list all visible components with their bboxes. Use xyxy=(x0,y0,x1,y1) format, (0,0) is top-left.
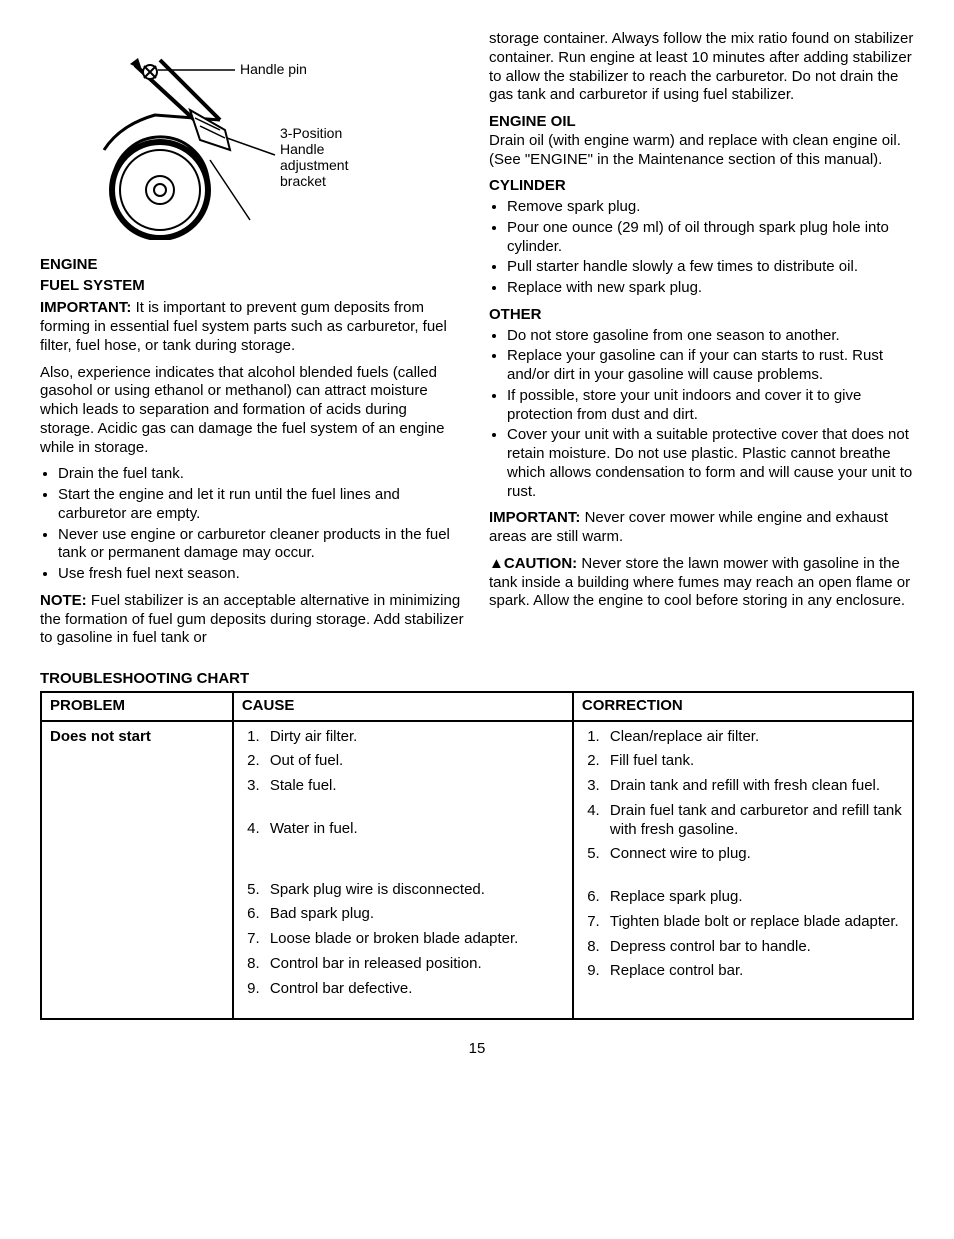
engine-oil-text: Drain oil (with engine warm) and replace… xyxy=(489,132,914,170)
correction-item: Replace control bar. xyxy=(604,962,904,981)
problem-cell: Does not start xyxy=(41,721,233,1020)
troubleshooting-table: PROBLEM CAUSE CORRECTION Does not start … xyxy=(40,691,914,1021)
other-bullet: Do not store gasoline from one season to… xyxy=(507,327,914,346)
cause-item: Loose blade or broken blade adapter. xyxy=(264,930,564,949)
cause-item: Bad spark plug. xyxy=(264,905,564,924)
cylinder-bullet-list: Remove spark plug. Pour one ounce (29 ml… xyxy=(489,198,914,298)
other-heading: OTHER xyxy=(489,306,914,325)
cause-item: Control bar in released position. xyxy=(264,955,564,974)
col-header-problem: PROBLEM xyxy=(41,692,233,721)
cause-item: Water in fuel. xyxy=(264,820,564,839)
table-row: Does not start Dirty air filter. Out of … xyxy=(41,721,913,1020)
other-bullet: Replace your gasoline can if your can st… xyxy=(507,347,914,385)
cause-item: Out of fuel. xyxy=(264,752,564,771)
correction-item: Depress control bar to handle. xyxy=(604,938,904,957)
important-label: IMPORTANT: xyxy=(40,299,131,316)
correction-item: Connect wire to plug. xyxy=(604,845,904,864)
fuel-bullet: Never use engine or carburetor cleaner p… xyxy=(58,526,465,564)
troubleshooting-chart-title: TROUBLESHOOTING CHART xyxy=(40,670,914,689)
fuel-bullet: Start the engine and let it run until th… xyxy=(58,486,465,524)
handle-diagram: Handle pin 3-Position Handle adjustment … xyxy=(80,30,465,246)
important-paragraph: IMPORTANT: It is important to prevent gu… xyxy=(40,299,465,355)
note-text: Fuel stabilizer is an acceptable alterna… xyxy=(40,592,464,647)
other-bullet-list: Do not store gasoline from one season to… xyxy=(489,327,914,502)
diagram-label-bracket-2: Handle xyxy=(280,141,325,157)
correction-item: Fill fuel tank. xyxy=(604,752,904,771)
correction-cell: Clean/replace air filter. Fill fuel tank… xyxy=(573,721,913,1020)
caution-label: CAUTION: xyxy=(504,555,577,572)
warning-triangle-icon: ▲ xyxy=(489,555,504,572)
fuel-system-heading: FUEL SYSTEM xyxy=(40,277,465,296)
diagram-label-bracket-3: adjustment xyxy=(280,157,349,173)
correction-item: Drain tank and refill with fresh clean f… xyxy=(604,777,904,796)
problem-text: Does not start xyxy=(50,728,151,745)
diagram-label-bracket-1: 3-Position xyxy=(280,125,342,141)
two-column-layout: Handle pin 3-Position Handle adjustment … xyxy=(40,30,914,656)
cylinder-bullet: Pull starter handle slowly a few times t… xyxy=(507,258,914,277)
note-paragraph: NOTE: Fuel stabilizer is an acceptable a… xyxy=(40,592,465,648)
left-column: Handle pin 3-Position Handle adjustment … xyxy=(40,30,465,656)
page-number: 15 xyxy=(40,1040,914,1059)
cause-item: Dirty air filter. xyxy=(264,728,564,747)
cylinder-bullet: Remove spark plug. xyxy=(507,198,914,217)
mower-wheel-diagram-icon: Handle pin 3-Position Handle adjustment … xyxy=(80,30,400,240)
important2-paragraph: IMPORTANT: Never cover mower while engin… xyxy=(489,509,914,547)
fuel-bullet: Drain the fuel tank. xyxy=(58,465,465,484)
fuel-paragraph-2: Also, experience indicates that alcohol … xyxy=(40,364,465,458)
cylinder-heading: CYLINDER xyxy=(489,177,914,196)
engine-oil-heading: ENGINE OIL xyxy=(489,113,914,132)
cylinder-bullet: Replace with new spark plug. xyxy=(507,279,914,298)
cause-item: Spark plug wire is disconnected. xyxy=(264,881,564,900)
cylinder-bullet: Pour one ounce (29 ml) of oil through sp… xyxy=(507,219,914,257)
cause-item: Stale fuel. xyxy=(264,777,564,796)
correction-item: Replace spark plug. xyxy=(604,888,904,907)
other-bullet: Cover your unit with a suitable protecti… xyxy=(507,426,914,501)
engine-heading: ENGINE xyxy=(40,256,465,275)
important2-label: IMPORTANT: xyxy=(489,509,580,526)
cause-cell: Dirty air filter. Out of fuel. Stale fue… xyxy=(233,721,573,1020)
correction-item: Drain fuel tank and carburetor and refil… xyxy=(604,802,904,840)
col-header-correction: CORRECTION xyxy=(573,692,913,721)
right-column: storage container. Always follow the mix… xyxy=(489,30,914,656)
diagram-label-bracket-4: bracket xyxy=(280,173,326,189)
col-header-cause: CAUSE xyxy=(233,692,573,721)
storage-paragraph: storage container. Always follow the mix… xyxy=(489,30,914,105)
correction-item: Clean/replace air filter. xyxy=(604,728,904,747)
other-bullet: If possible, store your unit indoors and… xyxy=(507,387,914,425)
fuel-bullet-list: Drain the fuel tank. Start the engine an… xyxy=(40,465,465,584)
correction-item: Tighten blade bolt or replace blade adap… xyxy=(604,913,904,932)
fuel-bullet: Use fresh fuel next season. xyxy=(58,565,465,584)
note-label: NOTE: xyxy=(40,592,87,609)
caution-paragraph: ▲CAUTION: Never store the lawn mower wit… xyxy=(489,555,914,611)
cause-item: Control bar defective. xyxy=(264,980,564,999)
diagram-label-handle-pin: Handle pin xyxy=(240,61,307,77)
table-header-row: PROBLEM CAUSE CORRECTION xyxy=(41,692,913,721)
